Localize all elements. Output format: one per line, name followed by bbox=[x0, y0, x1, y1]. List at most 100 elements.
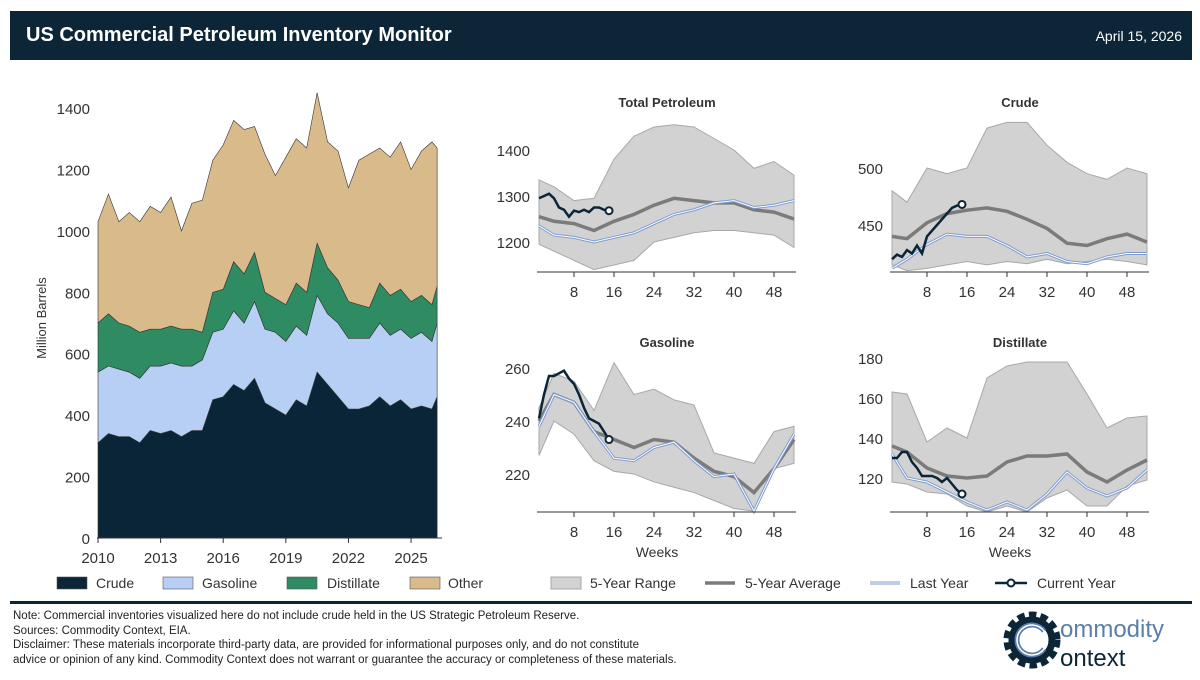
y-tick-label: 1000 bbox=[57, 224, 90, 241]
x-tick-label: 16 bbox=[959, 524, 976, 541]
five-year-range-band bbox=[891, 361, 1148, 513]
y-tick-label: 500 bbox=[858, 161, 883, 178]
y-tick-label: 400 bbox=[65, 408, 90, 425]
x-tick-label: 24 bbox=[999, 524, 1016, 541]
x-tick-label: 48 bbox=[766, 524, 783, 541]
report-date: April 15, 2026 bbox=[1095, 28, 1182, 44]
stacked-area-chart: 0 200 400 600 800 1000 1200 1400 2010 2013 2016 201… bbox=[34, 92, 442, 567]
panel-total-petroleum: Total Petroleum 8 16 24 32 40 48 1200 1300 1400 bbox=[497, 95, 796, 301]
x-tick-label: 2019 bbox=[269, 550, 302, 567]
charts-canvas: 0 200 400 600 800 1000 1200 1400 2010 2013 2016 201… bbox=[34, 92, 1149, 591]
y-tick-label: 1400 bbox=[497, 143, 530, 160]
y-tick-label: 450 bbox=[858, 218, 883, 235]
panel-gasoline: Gasoline 8 16 24 32 40 48 220 240 260 Weeks bbox=[505, 335, 796, 560]
x-axis-label: Weeks bbox=[989, 544, 1032, 560]
sources-text: Sources: Commodity Context, EIA. bbox=[13, 624, 191, 637]
note-text: Note: Commercial inventories visualized … bbox=[13, 610, 580, 622]
footer-notes: Note: Commercial inventories visualized … bbox=[13, 609, 677, 667]
legend-swatch-distillate bbox=[286, 576, 318, 590]
legend-swatch-gasoline bbox=[162, 576, 194, 590]
legend-seasonal: 5-Year Range 5-Year Average Last Year Curre… bbox=[550, 575, 1116, 591]
y-tick-label: 240 bbox=[505, 414, 530, 431]
legend-label: Distillate bbox=[327, 575, 380, 591]
x-tick-label: 2025 bbox=[394, 550, 427, 567]
x-tick-label: 16 bbox=[959, 284, 976, 301]
y-tick-label: 1300 bbox=[497, 189, 530, 206]
y-tick-label: 260 bbox=[505, 361, 530, 378]
y-axis-label: Million Barrels bbox=[34, 277, 49, 359]
current-year-line bbox=[891, 203, 963, 261]
y-tick-label: 220 bbox=[505, 467, 530, 484]
x-axis-label: Weeks bbox=[636, 544, 679, 560]
current-year-marker bbox=[604, 435, 614, 445]
current-year-line bbox=[538, 192, 610, 219]
area-other bbox=[97, 92, 438, 333]
y-tick-label: 800 bbox=[65, 285, 90, 302]
commodity-context-logo: ommodity ontext bbox=[1003, 611, 1164, 672]
x-tick-label: 2022 bbox=[332, 550, 365, 567]
legend-swatch-crude bbox=[56, 576, 88, 590]
legend-label: Crude bbox=[96, 575, 134, 591]
panel-title: Crude bbox=[1001, 95, 1039, 110]
x-tick-label: 2013 bbox=[144, 550, 177, 567]
x-tick-label: 40 bbox=[1079, 524, 1096, 541]
legend-label: Last Year bbox=[910, 575, 969, 591]
x-tick-label: 8 bbox=[570, 284, 578, 301]
five-year-range-band bbox=[538, 124, 795, 271]
x-tick-label: 40 bbox=[726, 524, 743, 541]
x-tick-label: 8 bbox=[570, 524, 578, 541]
panel-title: Gasoline bbox=[640, 335, 695, 350]
legend-swatch-other bbox=[409, 576, 441, 590]
x-tick-label: 8 bbox=[923, 524, 931, 541]
current-year-line bbox=[537, 369, 611, 441]
y-tick-label: 1400 bbox=[57, 101, 90, 118]
legend-swatch-range bbox=[550, 576, 582, 590]
x-tick-label: 24 bbox=[646, 284, 663, 301]
legend-label: Other bbox=[448, 575, 483, 591]
last-year-line-inner bbox=[538, 200, 795, 243]
y-tick-label: 600 bbox=[65, 347, 90, 364]
x-tick-label: 24 bbox=[999, 284, 1016, 301]
x-tick-label: 32 bbox=[686, 284, 703, 301]
x-tick-label: 32 bbox=[1039, 524, 1056, 541]
x-tick-label: 48 bbox=[1119, 284, 1136, 301]
last-year-line-inner bbox=[891, 233, 1147, 269]
logo-text-line1: ommodity bbox=[1060, 616, 1164, 643]
header-bar: US Commercial Petroleum Inventory Monito… bbox=[10, 11, 1192, 60]
y-tick-label: 120 bbox=[858, 471, 883, 488]
legend-label: 5-Year Range bbox=[590, 575, 676, 591]
five-year-average-line bbox=[538, 196, 795, 233]
panel-distillate: Distillate 8 16 24 32 40 48 120 140 160 180 Weeks bbox=[858, 335, 1149, 560]
x-tick-label: 8 bbox=[923, 284, 931, 301]
x-tick-label: 40 bbox=[726, 284, 743, 301]
y-tick-label: 180 bbox=[858, 351, 883, 368]
x-tick-label: 48 bbox=[766, 284, 783, 301]
five-year-average-line bbox=[891, 444, 1148, 484]
y-tick-label: 0 bbox=[82, 531, 90, 548]
x-tick-label: 40 bbox=[1079, 284, 1096, 301]
five-year-range-band bbox=[891, 121, 1148, 272]
y-tick-label: 1200 bbox=[57, 162, 90, 179]
x-tick-label: 16 bbox=[606, 284, 623, 301]
panel-title: Distillate bbox=[993, 335, 1047, 350]
legend-stacked: Crude Gasoline Distillate Other bbox=[56, 575, 483, 591]
current-year-marker bbox=[604, 206, 614, 216]
five-year-average-line bbox=[891, 206, 1148, 248]
last-year-line-inner bbox=[891, 453, 1148, 511]
page-title: US Commercial Petroleum Inventory Monito… bbox=[26, 24, 452, 46]
x-tick-label: 24 bbox=[646, 524, 663, 541]
x-tick-label: 48 bbox=[1119, 524, 1136, 541]
panel-title: Total Petroleum bbox=[618, 95, 715, 110]
footer-divider bbox=[10, 601, 1192, 604]
y-tick-label: 1200 bbox=[497, 235, 530, 252]
disclaimer-text-2: advice or opinion of any kind. Commodity… bbox=[13, 653, 677, 666]
current-year-line bbox=[892, 450, 963, 495]
x-tick-label: 2016 bbox=[207, 550, 240, 567]
panel-crude: Crude 8 16 24 32 40 48 450 500 bbox=[858, 95, 1149, 301]
legend-marker-current-year bbox=[1006, 578, 1016, 588]
logo-text-line2: ontext bbox=[1060, 645, 1126, 672]
y-tick-label: 140 bbox=[858, 431, 883, 448]
y-tick-label: 160 bbox=[858, 391, 883, 408]
x-tick-label: 16 bbox=[606, 524, 623, 541]
x-tick-label: 32 bbox=[686, 524, 703, 541]
